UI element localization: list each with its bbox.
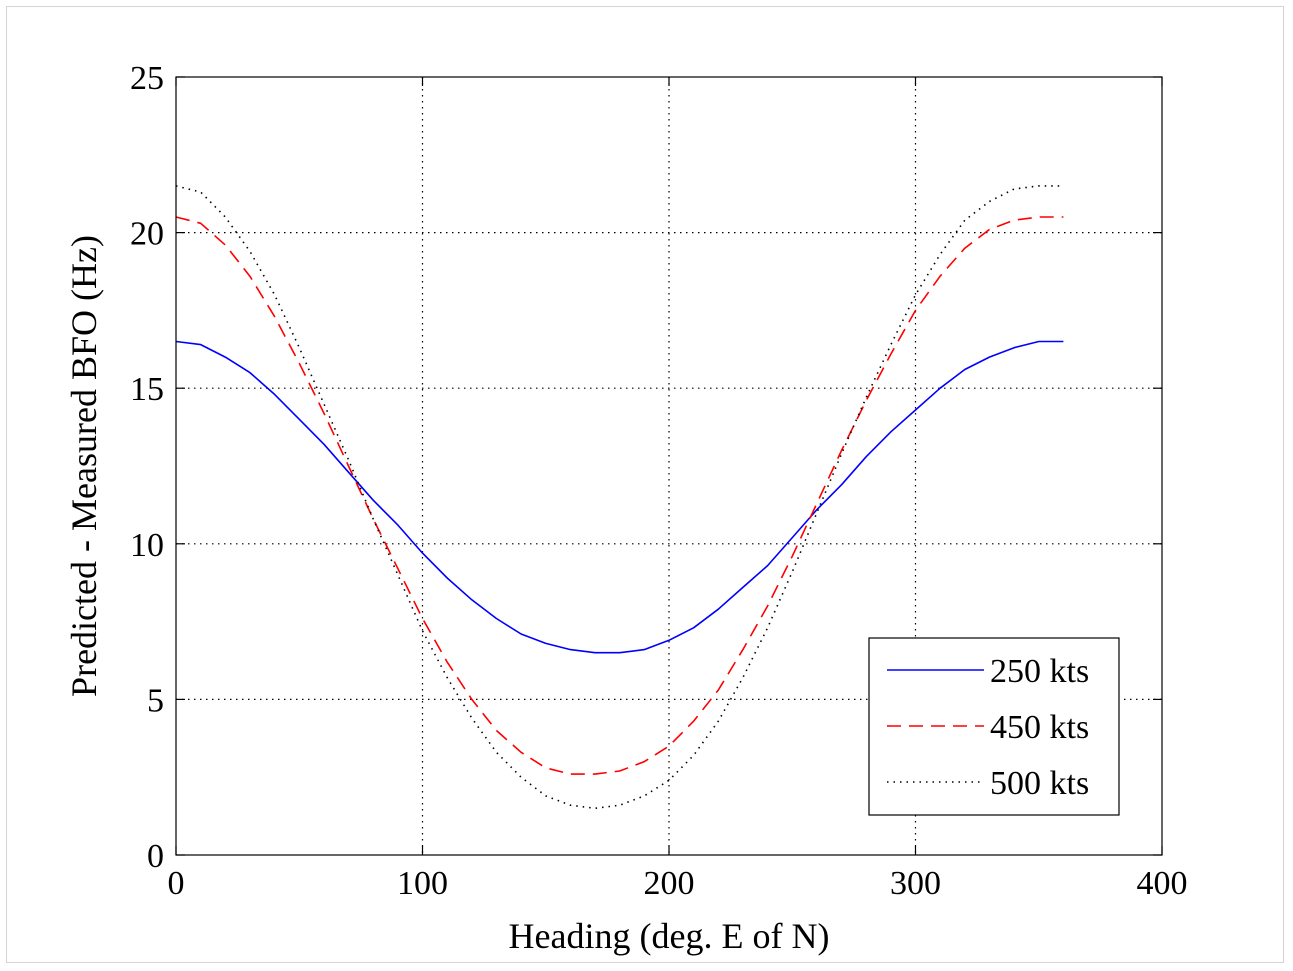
y-axis-label: Predicted - Measured BFO (Hz) [64, 235, 104, 697]
y-tick-label: 15 [130, 371, 164, 408]
legend-label: 500 kts [990, 765, 1089, 802]
y-tick-label: 10 [130, 527, 164, 564]
y-tick-label: 25 [130, 60, 164, 97]
series-line-250-kts [175, 340, 1064, 654]
x-tick-label: 0 [168, 865, 185, 902]
y-tick-label: 20 [130, 216, 164, 253]
series-lines [175, 185, 1064, 810]
axis-ticks [175, 76, 1163, 856]
y-tick-label: 5 [147, 682, 164, 719]
series-line-450-kts [175, 216, 1064, 775]
x-tick-label: 300 [890, 865, 941, 902]
y-tick-label: 0 [147, 838, 164, 875]
x-tick-labels: 0 100 200 300 400 [168, 865, 1188, 902]
x-tick-label: 400 [1137, 865, 1188, 902]
legend-label: 250 kts [990, 653, 1089, 690]
y-tick-labels: 0 5 10 15 20 25 [130, 60, 164, 875]
x-axis-label: Heading (deg. E of N) [509, 916, 830, 956]
x-tick-label: 100 [397, 865, 448, 902]
legend-label: 450 kts [990, 709, 1089, 746]
legend: 250 kts 450 kts 500 kts [868, 637, 1120, 816]
x-tick-label: 200 [644, 865, 695, 902]
